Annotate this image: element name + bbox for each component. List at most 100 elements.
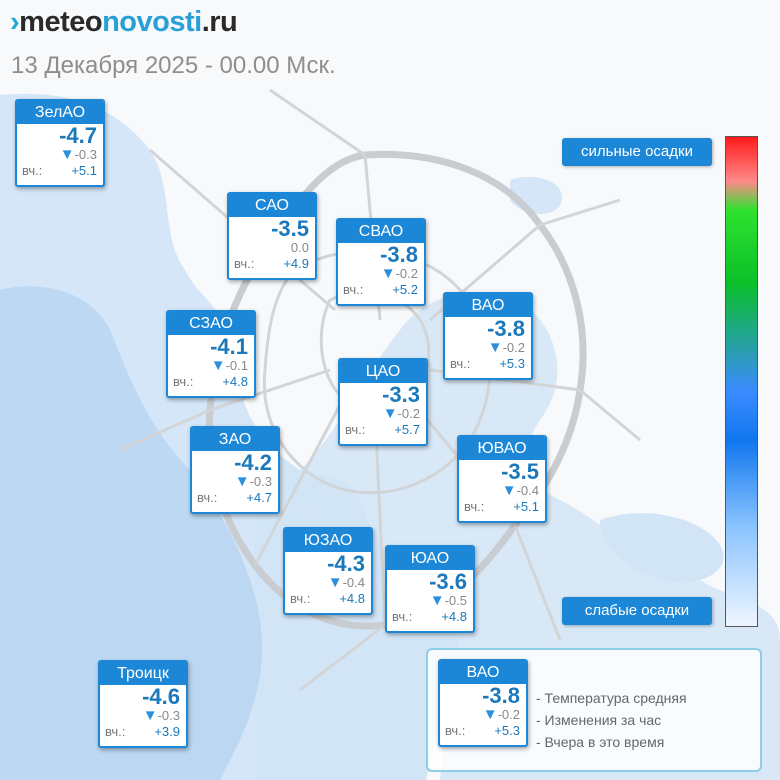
district-hourly-change: ▼-0.4 bbox=[285, 574, 371, 591]
triangle-down-icon: ▼ bbox=[142, 707, 158, 724]
yesterday-label: вч.: bbox=[464, 499, 485, 514]
district-yesterday: вч.: +5.1 bbox=[459, 499, 545, 515]
precipitation-color-scale bbox=[725, 136, 758, 627]
logo-meteo: meteo bbox=[19, 6, 103, 38]
change-value: -0.5 bbox=[444, 593, 467, 608]
district-temperature: -3.8 bbox=[487, 316, 525, 341]
change-value: -0.3 bbox=[249, 474, 272, 489]
district-hourly-change: ▼-0.3 bbox=[100, 707, 186, 724]
change-value: -0.1 bbox=[225, 358, 248, 373]
district-card-zao: ЗАО -4.2 ▼-0.3 вч.: +4.7 bbox=[190, 426, 280, 514]
scale-label-heavy: сильные осадки bbox=[562, 138, 712, 166]
triangle-down-icon: ▼ bbox=[327, 574, 343, 591]
district-name: ВАО bbox=[440, 661, 526, 684]
district-yesterday: вч.: +5.1 bbox=[17, 163, 103, 179]
district-temperature: -4.1 bbox=[210, 334, 248, 359]
district-name: Троицк bbox=[100, 662, 186, 685]
district-name: СЗАО bbox=[168, 312, 254, 335]
district-yesterday: вч.: +4.7 bbox=[192, 490, 278, 506]
district-hourly-change: 0.0 bbox=[229, 239, 315, 256]
district-hourly-change: ▼-0.2 bbox=[440, 706, 526, 723]
change-value: -0.4 bbox=[342, 575, 365, 590]
triangle-down-icon: ▼ bbox=[382, 405, 398, 422]
district-hourly-change: ▼-0.2 bbox=[445, 339, 531, 356]
district-card-yuvao: ЮВАО -3.5 ▼-0.4 вч.: +5.1 bbox=[457, 435, 547, 523]
yesterday-label: вч.: bbox=[173, 374, 194, 389]
change-value: -0.2 bbox=[395, 266, 418, 281]
yesterday-label: вч.: bbox=[343, 282, 364, 297]
yesterday-value: +5.2 bbox=[392, 282, 418, 297]
district-temperature: -3.6 bbox=[429, 569, 467, 594]
triangle-down-icon: ▼ bbox=[59, 146, 75, 163]
district-hourly-change: ▼-0.1 bbox=[168, 357, 254, 374]
district-card-tsao: ЦАО -3.3 ▼-0.2 вч.: +5.7 bbox=[338, 358, 428, 446]
district-yesterday: вч.: +4.8 bbox=[168, 374, 254, 390]
yesterday-value: +3.9 bbox=[154, 724, 180, 739]
district-card-yuzao: ЮЗАО -4.3 ▼-0.4 вч.: +4.8 bbox=[283, 527, 373, 615]
district-temperature: -4.6 bbox=[142, 684, 180, 709]
yesterday-value: +4.8 bbox=[441, 609, 467, 624]
legend-line-yesterday: - Вчера в это время bbox=[536, 734, 665, 750]
yesterday-value: +4.7 bbox=[246, 490, 272, 505]
district-yesterday: вч.: +5.3 bbox=[440, 723, 526, 739]
change-value: 0.0 bbox=[290, 240, 309, 255]
triangle-down-icon: ▼ bbox=[380, 265, 396, 282]
district-hourly-change: ▼-0.5 bbox=[387, 592, 473, 609]
yesterday-value: +5.3 bbox=[499, 356, 525, 371]
district-yesterday: вч.: +5.7 bbox=[340, 422, 426, 438]
district-card-troitsk: Троицк -4.6 ▼-0.3 вч.: +3.9 bbox=[98, 660, 188, 748]
yesterday-label: вч.: bbox=[345, 422, 366, 437]
yesterday-value: +5.1 bbox=[71, 163, 97, 178]
district-name: ЗелАО bbox=[17, 101, 103, 124]
district-temperature: -3.8 bbox=[482, 683, 520, 708]
district-hourly-change: ▼-0.2 bbox=[338, 265, 424, 282]
district-name: ВАО bbox=[445, 294, 531, 317]
yesterday-value: +5.3 bbox=[494, 723, 520, 738]
legend-example-card: ВАО -3.8 ▼-0.2 вч.: +5.3 bbox=[438, 659, 528, 747]
district-card-vao: ВАО -3.8 ▼-0.2 вч.: +5.3 bbox=[443, 292, 533, 380]
district-card-svao: СВАО -3.8 ▼-0.2 вч.: +5.2 bbox=[336, 218, 426, 306]
district-card-yuao: ЮАО -3.6 ▼-0.5 вч.: +4.8 bbox=[385, 545, 475, 633]
change-value: -0.3 bbox=[157, 708, 180, 723]
yesterday-value: +5.1 bbox=[513, 499, 539, 514]
district-hourly-change: ▼-0.4 bbox=[459, 482, 545, 499]
district-yesterday: вч.: +4.9 bbox=[229, 256, 315, 272]
site-logo[interactable]: ›meteonovosti.ru bbox=[10, 6, 238, 39]
district-yesterday: вч.: +4.8 bbox=[387, 609, 473, 625]
triangle-down-icon: ▼ bbox=[234, 473, 250, 490]
yesterday-value: +4.8 bbox=[222, 374, 248, 389]
report-datetime: 13 Декабря 2025 - 00.00 Мск. bbox=[11, 52, 336, 79]
yesterday-value: +5.7 bbox=[394, 422, 420, 437]
change-value: -0.2 bbox=[502, 340, 525, 355]
district-card-szao: СЗАО -4.1 ▼-0.1 вч.: +4.8 bbox=[166, 310, 256, 398]
change-value: -0.2 bbox=[397, 406, 420, 421]
district-name: ЗАО bbox=[192, 428, 278, 451]
yesterday-label: вч.: bbox=[450, 356, 471, 371]
district-name: ЮВАО bbox=[459, 437, 545, 460]
district-name: ЦАО bbox=[340, 360, 426, 383]
yesterday-label: вч.: bbox=[234, 256, 255, 271]
district-name: ЮЗАО bbox=[285, 529, 371, 552]
logo-domain: .ru bbox=[201, 6, 238, 38]
district-temperature: -3.5 bbox=[271, 216, 309, 241]
triangle-down-icon: ▼ bbox=[482, 706, 498, 723]
district-yesterday: вч.: +5.2 bbox=[338, 282, 424, 298]
yesterday-label: вч.: bbox=[392, 609, 413, 624]
yesterday-label: вч.: bbox=[445, 723, 466, 738]
district-hourly-change: ▼-0.3 bbox=[192, 473, 278, 490]
district-temperature: -4.7 bbox=[59, 123, 97, 148]
yesterday-value: +4.9 bbox=[283, 256, 309, 271]
legend-line-hourly-change: - Изменения за час bbox=[536, 712, 662, 728]
district-name: ЮАО bbox=[387, 547, 473, 570]
district-temperature: -3.8 bbox=[380, 242, 418, 267]
district-name: СВАО bbox=[338, 220, 424, 243]
district-yesterday: вч.: +3.9 bbox=[100, 724, 186, 740]
triangle-down-icon: ▼ bbox=[429, 592, 445, 609]
scale-label-light: слабые осадки bbox=[562, 597, 712, 625]
district-name: САО bbox=[229, 194, 315, 217]
district-temperature: -3.3 bbox=[382, 382, 420, 407]
district-card-zelao: ЗелАО -4.7 ▼-0.3 вч.: +5.1 bbox=[15, 99, 105, 187]
yesterday-value: +4.8 bbox=[339, 591, 365, 606]
yesterday-label: вч.: bbox=[105, 724, 126, 739]
yesterday-label: вч.: bbox=[290, 591, 311, 606]
